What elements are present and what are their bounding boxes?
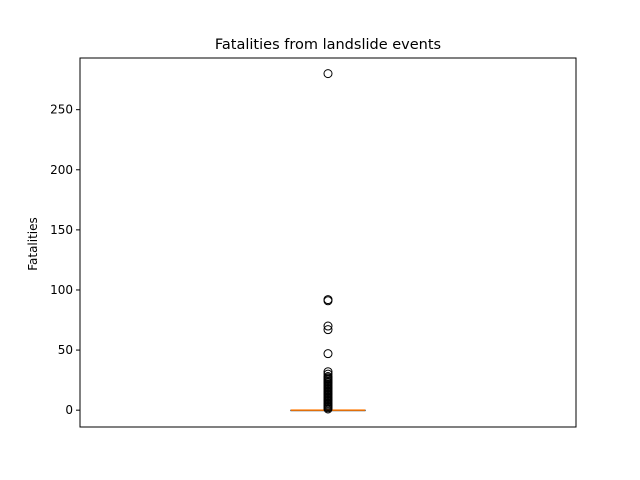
y-tick-label: 0 bbox=[65, 403, 73, 417]
chart-title: Fatalities from landslide events bbox=[215, 37, 441, 53]
plot-frame bbox=[79, 57, 577, 428]
outlier-point bbox=[323, 367, 333, 377]
outlier-points bbox=[323, 69, 333, 414]
outlier-point bbox=[323, 69, 333, 79]
outlier-point bbox=[323, 321, 333, 331]
y-axis-label: Fatalities bbox=[26, 217, 40, 271]
y-tick-label: 250 bbox=[50, 103, 73, 117]
outlier-point bbox=[323, 295, 333, 305]
y-tick-label: 150 bbox=[50, 223, 73, 237]
outlier-point bbox=[323, 369, 333, 379]
outlier-point bbox=[323, 372, 333, 382]
y-axis-ticks: 0 50 100 150 200 250 bbox=[50, 103, 80, 417]
outlier-point bbox=[323, 325, 333, 335]
outlier-point bbox=[323, 349, 333, 359]
y-tick-label: 100 bbox=[50, 283, 73, 297]
y-tick-label: 200 bbox=[50, 163, 73, 177]
y-tick-label: 50 bbox=[58, 343, 73, 357]
